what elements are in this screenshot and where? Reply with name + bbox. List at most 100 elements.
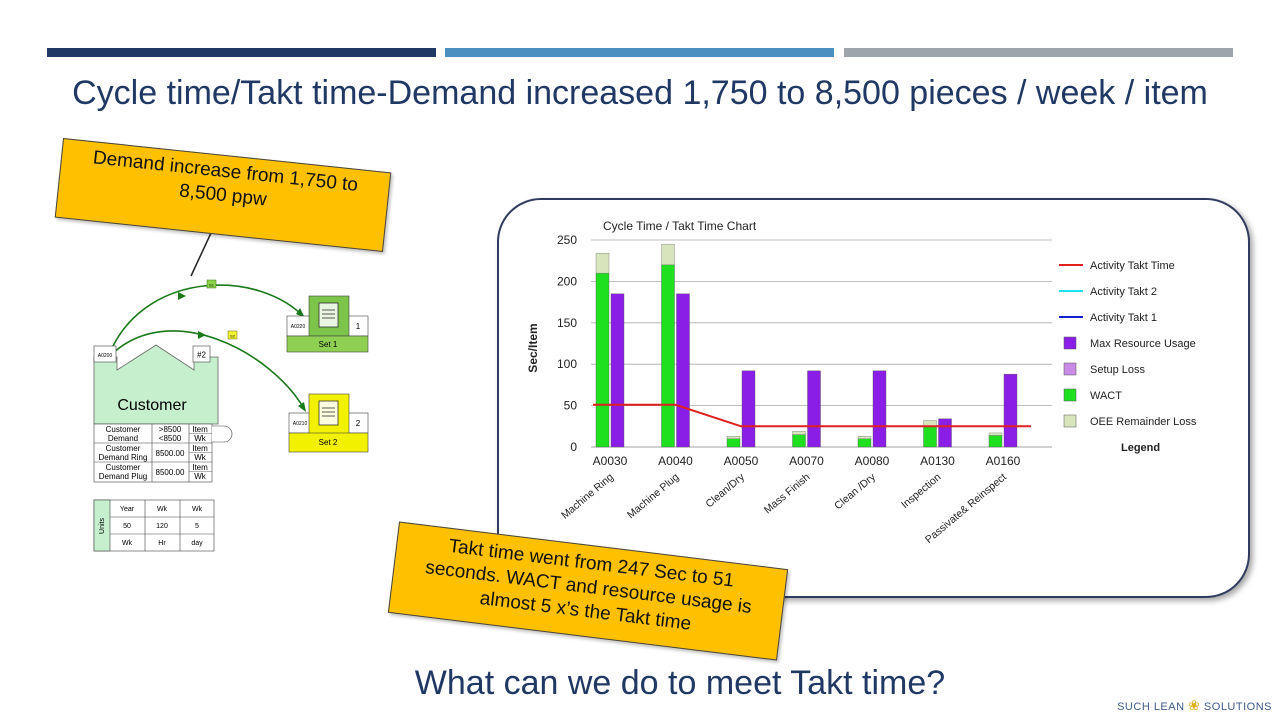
header-bar-1 [47, 48, 436, 57]
units-table: Units Year Wk Wk 50 120 5 Wk Hr day [93, 499, 215, 552]
y-tick-label: 0 [570, 440, 577, 454]
customer-number-box [192, 345, 211, 363]
bar-wact [726, 438, 741, 448]
y-tick-label: 100 [557, 357, 577, 371]
bar-oee-remainder [726, 436, 741, 439]
process-box-set1: A0220 1 Set 1 [286, 295, 369, 353]
chart-title: Cycle Time / Takt Time Chart [603, 219, 757, 233]
demand-row3-value1: 8500.00 [156, 468, 185, 477]
legend-box-swatch [1063, 388, 1077, 402]
set2-num: 2 [356, 419, 361, 428]
flow-midarrow-2 [198, 331, 206, 339]
flow-arrow-set1 [111, 284, 306, 349]
legend-box-swatch [1063, 336, 1077, 350]
bar-oee-remainder [792, 431, 806, 435]
demand-row1-value2: <8500 [159, 434, 182, 443]
bar-oee-remainder [661, 243, 675, 266]
demand-row1-unit1: Item [192, 425, 208, 434]
bar-oee-remainder [988, 432, 1003, 436]
set1-label: Set 1 [319, 340, 338, 349]
x-tick-label: A0030 [593, 454, 628, 468]
customer-label: Customer [117, 397, 187, 414]
logo-text-2: SOLUTIONS [1203, 701, 1272, 713]
bar-wact [988, 435, 1003, 448]
legend-box-swatch [1063, 362, 1077, 376]
demand-row3-label2: Demand Plug [99, 472, 147, 481]
set1-num: 1 [356, 322, 361, 331]
takt-time-line [593, 403, 1031, 428]
bar-max-resource [938, 418, 952, 448]
set1-code: A0220 [291, 324, 306, 330]
flow-arrowhead-set1 [296, 308, 305, 318]
customer-code-box [93, 345, 117, 363]
y-tick-label: 50 [564, 399, 578, 413]
bar-max-resource [610, 293, 625, 448]
logo-text-1: SUCH LEAN [1117, 701, 1185, 713]
chart-grid [591, 239, 1052, 448]
bar-max-resource [676, 293, 690, 448]
legend-label: Setup Loss [1090, 364, 1146, 376]
set2-code: A0210 [293, 421, 308, 427]
bar-wact [857, 438, 872, 448]
units-cell: day [191, 540, 203, 547]
document-icon [318, 302, 339, 328]
demand-row3-label1: Customer [106, 463, 141, 472]
header-bar-2 [445, 48, 834, 57]
chart-bars [595, 243, 1018, 448]
value-stream-map: S1 S2 A0200 #2 Customer Customer Demand … [93, 279, 369, 552]
customer-code: A0200 [98, 353, 113, 359]
x-category-name: Inspection [899, 471, 944, 511]
y-tick-label: 250 [557, 233, 577, 247]
set2-label: Set 2 [319, 438, 338, 447]
bar-max-resource [872, 370, 887, 448]
units-cell: Year [120, 506, 135, 513]
lightbulb-icon: ❀ [1188, 697, 1201, 713]
units-cell: Wk [157, 506, 168, 513]
units-cell: 50 [123, 523, 131, 530]
x-tick-label: A0130 [920, 454, 955, 468]
bar-max-resource [807, 370, 821, 448]
legend-label: WACT [1090, 390, 1122, 402]
flow-arrow-set2 [111, 330, 306, 411]
demand-row2-value1: 8500.00 [156, 449, 185, 458]
customer-number: #2 [197, 351, 206, 360]
x-tick-label: A0040 [658, 454, 693, 468]
bar-oee-remainder [595, 253, 610, 274]
demand-row1-value1: >8500 [159, 425, 182, 434]
document-icon [318, 400, 339, 426]
demand-table: Customer Demand >8500 <8500 Item Wk Cust… [93, 423, 233, 483]
demand-row2-unit1: Item [192, 444, 208, 453]
y-tick-label: 200 [557, 274, 577, 288]
demand-row1-label2: Demand [108, 434, 138, 443]
header-bar-3 [844, 48, 1233, 57]
units-cell: Hr [158, 540, 166, 547]
demand-row3-unit2: Wk [194, 472, 207, 481]
y-axis-ticks: 0 50 100 150 200 250 [557, 233, 577, 454]
x-tick-label: A0050 [724, 454, 759, 468]
legend-label: OEE Remainder Loss [1090, 416, 1197, 428]
flag-s1-label: S1 [209, 283, 215, 288]
demand-row3-unit1: Item [192, 463, 208, 472]
chart-legend: Activity Takt Time Activity Takt 2 Activit… [1059, 260, 1197, 454]
demand-row1-unit2: Wk [194, 434, 207, 443]
bar-wact [792, 434, 806, 448]
process-box-set2: A0210 2 Set 2 [288, 393, 369, 453]
x-axis-names: Machine Ring Machine Plug Clean/Dry Mass Fi… [559, 471, 1009, 546]
cycle-takt-chart: Cycle Time / Takt Time Chart Sec/Item 0 5… [526, 219, 1197, 546]
legend-label: Activity Takt Time [1090, 260, 1175, 272]
x-tick-label: A0080 [855, 454, 890, 468]
bar-wact [661, 264, 675, 448]
demand-row2-label2: Demand Ring [99, 453, 148, 462]
legend-label: Activity Takt 1 [1090, 312, 1157, 324]
bar-max-resource [741, 370, 756, 448]
slide-question: What can we do to meet Takt time? [414, 664, 946, 702]
units-cell: 120 [156, 523, 168, 530]
units-side-label: Units [99, 518, 106, 534]
demand-row2-unit2: Wk [194, 453, 207, 462]
x-tick-label: A0070 [789, 454, 824, 468]
bar-oee-remainder [857, 436, 872, 439]
y-tick-label: 150 [557, 316, 577, 330]
legend-label: Activity Takt 2 [1090, 286, 1157, 298]
legend-label: Max Resource Usage [1090, 338, 1196, 350]
flag-s2 [227, 330, 238, 340]
